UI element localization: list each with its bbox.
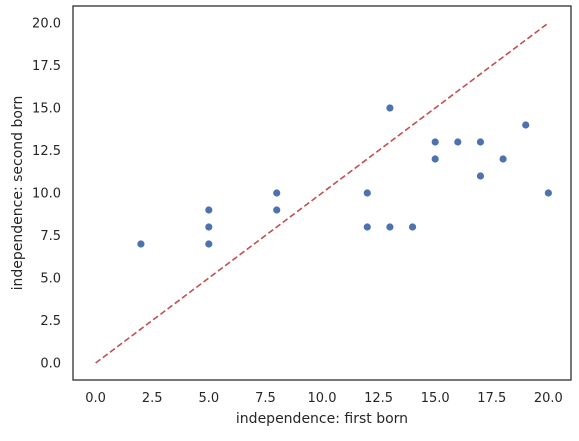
y-tick-label: 15.0 [32, 102, 61, 117]
x-tick-label: 2.5 [142, 391, 163, 406]
x-tick-label: 0.0 [85, 391, 106, 406]
y-tick-label: 10.0 [32, 187, 61, 202]
y-axis-label: independence: second born [10, 96, 26, 291]
data-point [431, 138, 439, 146]
x-tick-label: 17.5 [477, 391, 506, 406]
data-point [454, 138, 462, 146]
data-point [386, 223, 394, 231]
data-point [273, 206, 281, 214]
data-point [205, 206, 213, 214]
y-tick-label: 17.5 [32, 59, 61, 74]
x-tick-label: 15.0 [421, 391, 450, 406]
data-point [386, 104, 394, 112]
x-axis-ticks: 0.0 2.5 5.0 7.5 10.0 12.5 15.0 17.5 20.0 [85, 391, 563, 406]
y-tick-label: 2.5 [40, 314, 61, 329]
x-tick-label: 12.5 [364, 391, 393, 406]
y-tick-label: 20.0 [32, 17, 61, 32]
data-point [363, 223, 371, 231]
data-point [205, 240, 213, 248]
x-tick-label: 20.0 [534, 391, 563, 406]
y-tick-label: 12.5 [32, 144, 61, 159]
x-tick-label: 10.0 [308, 391, 337, 406]
reference-line-layer [95, 22, 549, 364]
reference-line [95, 22, 549, 364]
data-point [544, 189, 552, 197]
data-point [431, 155, 439, 163]
data-point [476, 172, 485, 180]
y-tick-label: 7.5 [40, 229, 61, 244]
y-tick-label: 0.0 [40, 357, 61, 372]
data-point [476, 138, 485, 146]
data-point [137, 240, 145, 248]
data-point [499, 155, 507, 163]
x-tick-label: 7.5 [255, 391, 276, 406]
plot-frame [72, 5, 572, 381]
data-points-layer [137, 104, 552, 248]
data-point [363, 189, 371, 197]
x-axis-label: independence: first born [236, 411, 408, 427]
data-point [205, 223, 213, 231]
data-point [273, 189, 281, 197]
data-point [522, 121, 530, 129]
data-point [408, 223, 417, 231]
x-tick-label: 5.0 [198, 391, 219, 406]
y-axis-ticks: 0.0 2.5 5.0 7.5 10.0 12.5 15.0 17.5 20.0 [32, 17, 61, 372]
y-tick-label: 5.0 [40, 272, 61, 287]
